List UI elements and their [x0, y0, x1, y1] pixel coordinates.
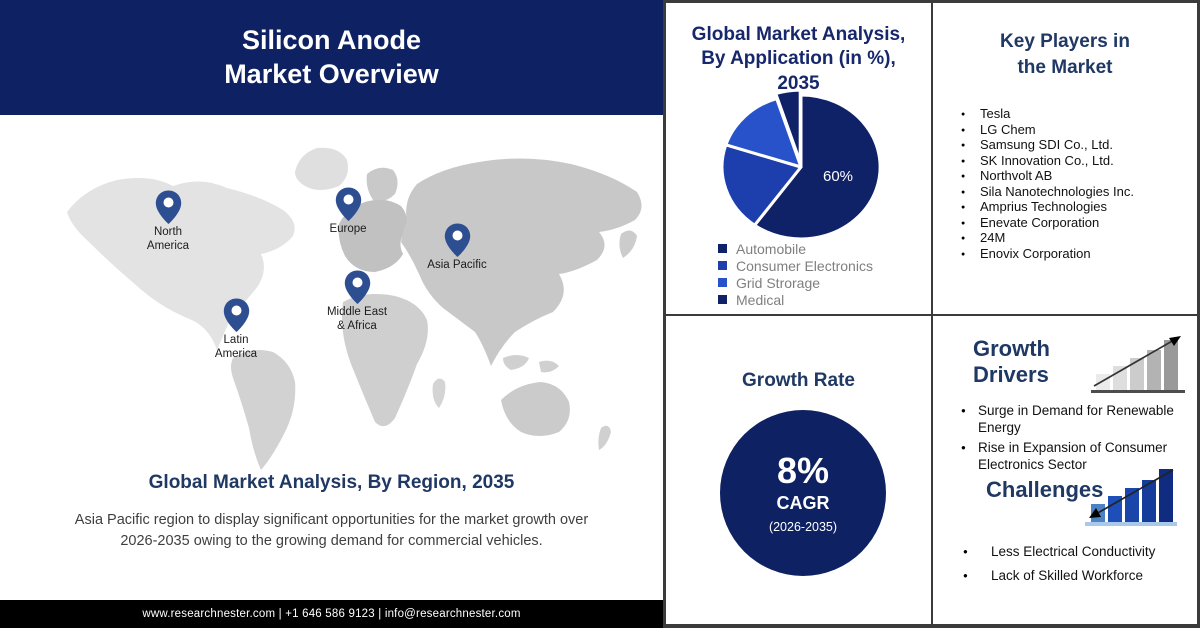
pie-legend: Automobile Consumer Electronics Grid Stror…: [718, 240, 873, 308]
legend-item-automobile: Automobile: [718, 240, 873, 257]
continent-africa: [342, 294, 428, 427]
continent-australia: [501, 382, 570, 436]
growth-drivers-heading: Growth Drivers: [973, 336, 1050, 387]
cagr-circle: 8% CAGR (2026-2035): [720, 410, 886, 576]
footer-bar: www.researchnester.com | +1 646 586 9123…: [0, 600, 663, 628]
continent-europe: [338, 199, 408, 272]
growth-driver-item: Surge in Demand for Renewable Energy: [961, 403, 1191, 436]
island-new-zealand: [598, 425, 611, 450]
legend-swatch: [718, 261, 727, 270]
declining-bar-chart-icon: [1085, 469, 1177, 526]
cagr-label: CAGR: [776, 492, 830, 513]
continent-north-america: [67, 178, 295, 350]
key-player-item: Sila Nanotechnologies Inc.: [961, 184, 1134, 200]
application-pie-chart: 60%: [720, 89, 882, 241]
right-section: Global Market Analysis, By Application (…: [663, 0, 1200, 628]
growth-driver-item: Rise in Expansion of Consumer Electronic…: [961, 440, 1191, 473]
pie-chart-panel: Global Market Analysis, By Application (…: [665, 2, 932, 315]
continent-greenland: [295, 147, 348, 190]
key-player-item: Enovix Corporation: [961, 246, 1134, 262]
growth-rate-panel: Growth Rate 8% CAGR (2026-2035): [665, 315, 932, 625]
page-title: Silicon Anode Market Overview: [224, 24, 439, 89]
island-madagascar: [432, 378, 446, 408]
continent-scandinavia: [366, 167, 398, 202]
challenge-item: Less Electrical Conductivity: [963, 544, 1193, 561]
legend-label: Grid Strorage: [736, 274, 821, 291]
legend-item-consumer-electronics: Consumer Electronics: [718, 257, 873, 274]
region-analysis-description: Asia Pacific region to display significa…: [74, 512, 589, 550]
title-banner: Silicon Anode Market Overview: [0, 0, 663, 115]
key-player-item: Samsung SDI Co., Ltd.: [961, 137, 1134, 153]
legend-item-grid-strorage: Grid Strorage: [718, 274, 873, 291]
key-player-item: SK Innovation Co., Ltd.: [961, 153, 1134, 169]
key-players-heading: Key Players in the Market: [1000, 31, 1130, 78]
legend-swatch: [718, 244, 727, 253]
cagr-period: (2026-2035): [768, 519, 838, 534]
key-player-item: Amprius Technologies: [961, 199, 1134, 215]
key-players-panel: Key Players in the Market TeslaLG ChemSa…: [932, 2, 1198, 315]
pie-slice-automobile: [753, 93, 882, 241]
legend-item-medical: Medical: [718, 291, 873, 308]
footer-contact-text: www.researchnester.com | +1 646 586 9123…: [142, 608, 521, 620]
key-player-item: Enevate Corporation: [961, 215, 1134, 231]
pie-slice-consumer-electronics: [720, 143, 803, 227]
key-players-list: TeslaLG ChemSamsung SDI Co., Ltd.SK Inno…: [961, 106, 1134, 261]
key-player-item: Northvolt AB: [961, 168, 1134, 184]
rising-bar-chart-icon: [1091, 336, 1185, 393]
challenges-heading: Challenges: [986, 477, 1104, 502]
continent-asia: [401, 158, 642, 366]
pie-slice-medical: [774, 89, 802, 164]
world-map: [55, 122, 655, 472]
growth-drivers-list: Surge in Demand for Renewable Energy Rise…: [961, 403, 1191, 477]
drivers-challenges-panel: Growth Drivers Surge in Demand for Renew…: [932, 315, 1198, 625]
legend-label: Consumer Electronics: [736, 257, 873, 274]
legend-swatch: [718, 278, 727, 287]
key-player-item: 24M: [961, 230, 1134, 246]
continent-south-america: [231, 350, 296, 470]
key-player-item: Tesla: [961, 106, 1134, 122]
islands-southeast-asia: [503, 355, 559, 373]
cagr-value: 8%: [776, 450, 830, 492]
pie-data-label: 60%: [823, 168, 853, 185]
growth-rate-heading: Growth Rate: [742, 370, 855, 391]
island-japan: [619, 230, 637, 258]
legend-label: Automobile: [736, 240, 807, 257]
key-player-item: LG Chem: [961, 122, 1134, 138]
legend-swatch: [718, 295, 727, 304]
challenge-item: Lack of Skilled Workforce: [963, 568, 1193, 585]
world-map-graphic: [67, 147, 642, 470]
challenges-list: Less Electrical Conductivity Lack of Skil…: [963, 544, 1193, 591]
region-analysis-heading: Global Market Analysis, By Region, 2035: [148, 472, 515, 493]
pie-chart-title: Global Market Analysis, By Application (…: [691, 24, 906, 94]
legend-label: Medical: [736, 291, 785, 308]
left-section: Silicon Anode Market Overview North Amer…: [0, 0, 663, 628]
